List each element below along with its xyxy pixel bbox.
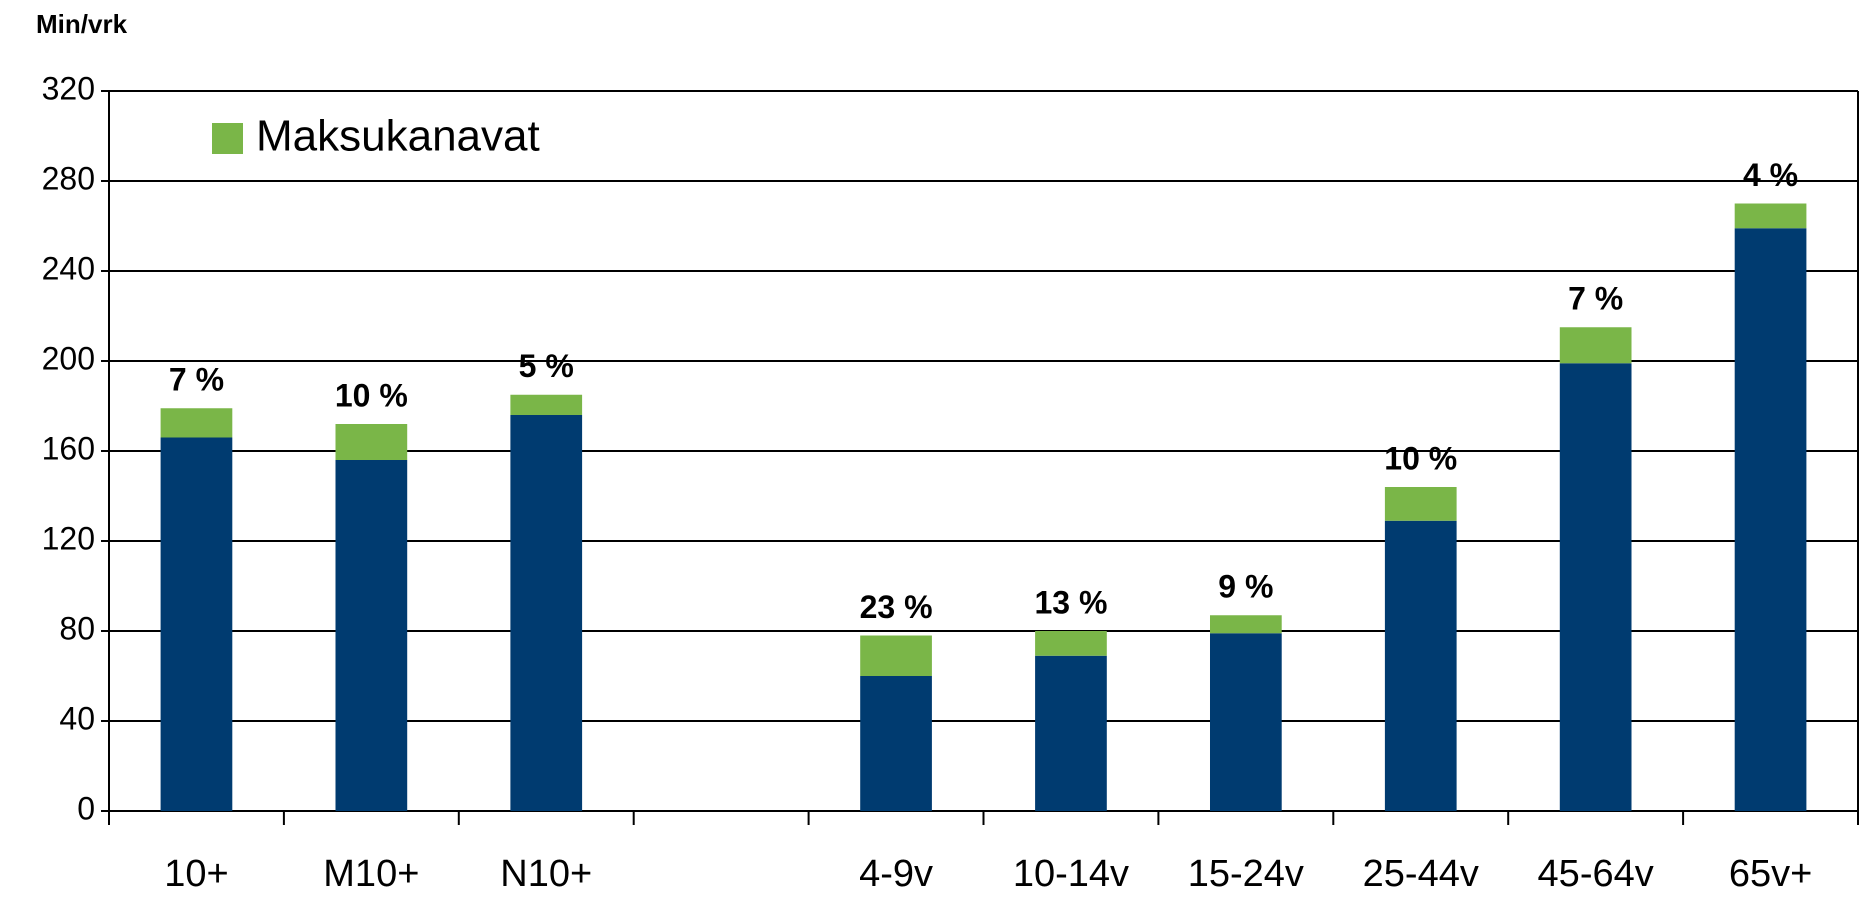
x-tick-label: 45-64v bbox=[1538, 853, 1654, 895]
bar-annotation: 23 % bbox=[860, 589, 933, 625]
bar-segment bbox=[510, 415, 583, 811]
legend-swatch bbox=[212, 123, 243, 154]
bar-segment bbox=[160, 408, 233, 438]
bar-segment bbox=[1384, 520, 1457, 811]
bar-segment bbox=[1734, 228, 1807, 811]
y-tick-label: 120 bbox=[42, 520, 95, 556]
bar-segment bbox=[1035, 631, 1107, 656]
bar-segment bbox=[1559, 327, 1632, 364]
bar-segment bbox=[1734, 203, 1807, 229]
y-tick-label: 240 bbox=[42, 250, 95, 286]
x-tick-label: 65v+ bbox=[1729, 853, 1812, 895]
bar-segment bbox=[1035, 655, 1107, 811]
bar-segment bbox=[860, 676, 932, 811]
bar-annotation: 7 % bbox=[169, 362, 224, 398]
bar-segment bbox=[1384, 487, 1457, 521]
x-tick-label: 10+ bbox=[164, 853, 228, 895]
bar-segment bbox=[510, 394, 583, 415]
bar-segment bbox=[1209, 633, 1282, 811]
y-tick-label: 200 bbox=[42, 340, 95, 376]
bar-segment bbox=[335, 460, 408, 811]
bar-annotation: 7 % bbox=[1568, 281, 1623, 317]
bar-segment bbox=[1209, 615, 1282, 634]
y-axis-label: Min/vrk bbox=[36, 9, 128, 39]
y-tick-label: 160 bbox=[42, 430, 95, 466]
bar-segment bbox=[1559, 363, 1632, 811]
bar-annotation: 4 % bbox=[1743, 157, 1798, 193]
y-tick-label: 40 bbox=[59, 700, 95, 736]
bar-segment bbox=[335, 424, 408, 460]
legend-label: Maksukanavat bbox=[256, 112, 540, 161]
y-tick-label: 320 bbox=[42, 70, 95, 106]
bar-segment bbox=[860, 635, 932, 676]
bar-annotation: 5 % bbox=[519, 348, 574, 384]
x-tick-label: 10-14v bbox=[1013, 853, 1129, 895]
bar-annotation: 9 % bbox=[1218, 569, 1273, 605]
bar-segment bbox=[160, 437, 233, 811]
x-tick-label: 4-9v bbox=[859, 853, 933, 895]
x-tick-label: 15-24v bbox=[1188, 853, 1304, 895]
bar-annotation: 13 % bbox=[1034, 584, 1107, 620]
y-tick-label: 280 bbox=[42, 160, 95, 196]
x-tick-label: N10+ bbox=[500, 853, 592, 895]
bar-annotation: 10 % bbox=[335, 377, 408, 413]
bar-annotation: 10 % bbox=[1384, 440, 1457, 476]
y-tick-label: 0 bbox=[77, 790, 95, 826]
x-tick-label: 25-44v bbox=[1363, 853, 1479, 895]
y-tick-label: 80 bbox=[59, 610, 95, 646]
x-tick-label: M10+ bbox=[323, 853, 419, 895]
